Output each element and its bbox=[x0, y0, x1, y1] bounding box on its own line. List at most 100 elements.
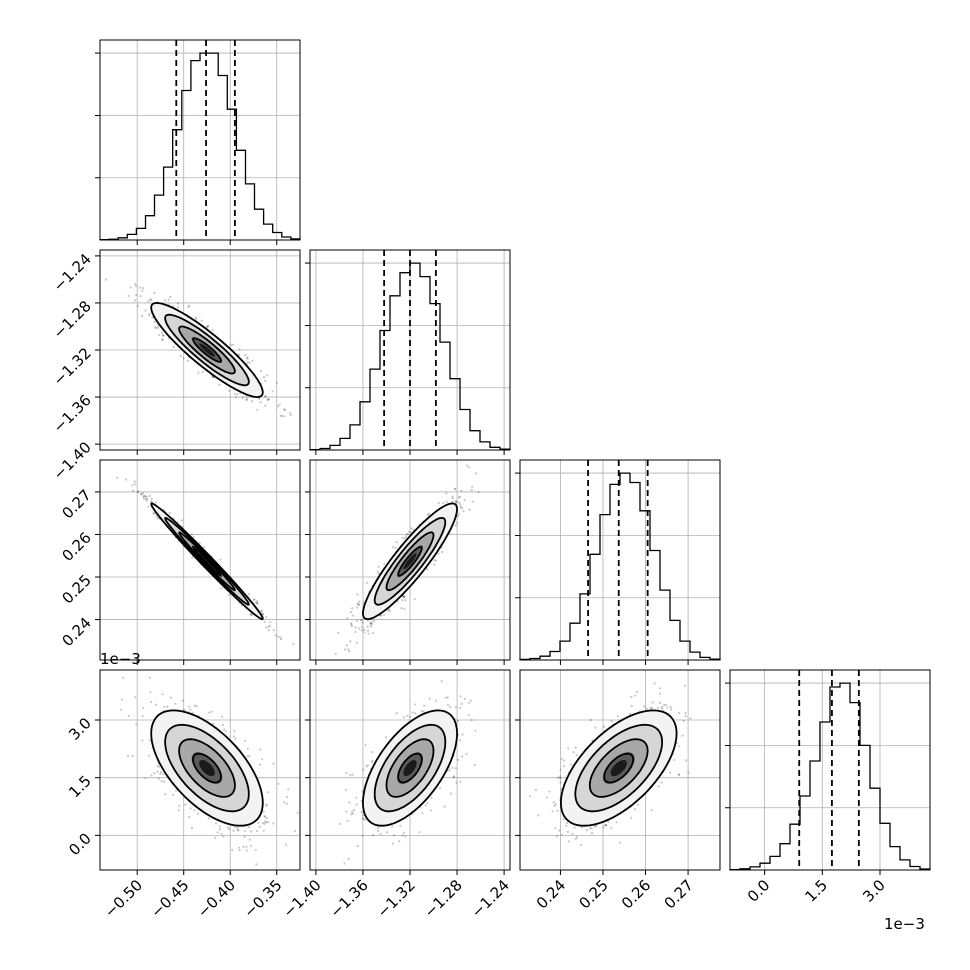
contour-line bbox=[150, 709, 264, 827]
scatter-point bbox=[347, 648, 350, 651]
scatter-point bbox=[284, 409, 287, 412]
scatter-point bbox=[398, 840, 401, 843]
x-tick-label: 0.26 bbox=[618, 876, 654, 912]
scatter-point bbox=[261, 758, 264, 761]
scatter-point bbox=[228, 389, 231, 392]
contour-line bbox=[397, 752, 423, 784]
scatter-point bbox=[567, 747, 570, 750]
scatter-point bbox=[169, 295, 172, 299]
scatter-point bbox=[394, 546, 397, 550]
scatter-point bbox=[148, 314, 151, 317]
scatter-point bbox=[459, 707, 462, 710]
scatter-point bbox=[141, 289, 144, 292]
scatter-point bbox=[460, 702, 463, 705]
scatter-point bbox=[231, 848, 234, 852]
histogram-line bbox=[99, 52, 301, 241]
scatter-point bbox=[260, 610, 263, 613]
scatter-point bbox=[142, 287, 145, 290]
scatter-point bbox=[559, 768, 562, 771]
density-shade bbox=[199, 343, 215, 357]
scatter-point bbox=[658, 701, 662, 705]
scatter-point bbox=[175, 789, 178, 792]
scatter-point bbox=[247, 360, 250, 363]
scatter-point bbox=[221, 715, 224, 718]
scatter-point bbox=[135, 723, 138, 726]
scatter-point bbox=[182, 357, 185, 360]
histogram-line bbox=[309, 262, 511, 451]
scatter-point bbox=[403, 537, 407, 540]
scatter-point bbox=[194, 316, 197, 319]
scatter-point bbox=[207, 817, 210, 820]
scatter-point bbox=[404, 835, 407, 838]
scatter-point bbox=[361, 618, 364, 622]
contour-line bbox=[191, 545, 222, 577]
scatter-point bbox=[149, 298, 152, 301]
scatter-point bbox=[267, 629, 270, 632]
scatter-point bbox=[219, 558, 222, 561]
scatter-point bbox=[131, 484, 134, 487]
scatter-point bbox=[403, 595, 406, 598]
scatter-point bbox=[402, 831, 405, 834]
scatter-point bbox=[267, 398, 270, 401]
scatter-point bbox=[360, 810, 363, 814]
scatter-point bbox=[560, 757, 564, 760]
scatter-point bbox=[345, 644, 348, 647]
density-shade bbox=[199, 553, 215, 570]
scatter-point bbox=[361, 790, 364, 793]
x-tick-label: −0.45 bbox=[147, 876, 192, 921]
scatter-point bbox=[208, 711, 211, 714]
scatter-point bbox=[684, 712, 687, 715]
scatter-point bbox=[352, 809, 356, 812]
scatter-point bbox=[234, 396, 238, 399]
scatter-point bbox=[567, 840, 571, 843]
scatter-point bbox=[363, 631, 366, 634]
scatter-point bbox=[361, 817, 364, 820]
scatter-point bbox=[237, 829, 240, 832]
scatter-point bbox=[637, 803, 640, 806]
scatter-point bbox=[351, 607, 354, 610]
scatter-point bbox=[189, 708, 192, 711]
scatter-point bbox=[251, 359, 254, 362]
scatter-point bbox=[134, 696, 137, 699]
scatter-point bbox=[248, 755, 251, 758]
scatter-point bbox=[444, 696, 447, 700]
contour-line bbox=[164, 517, 250, 606]
scatter-point bbox=[233, 392, 236, 395]
scatter-point bbox=[346, 819, 349, 823]
scatter-point bbox=[562, 818, 565, 821]
y-tick-label: 0.27 bbox=[58, 486, 94, 522]
scatter-point bbox=[263, 395, 267, 398]
x-tick-label: −1.28 bbox=[421, 876, 466, 921]
scatter-point bbox=[412, 528, 415, 531]
scatter-point bbox=[430, 796, 433, 799]
panel-frame bbox=[99, 39, 301, 241]
scatter-point bbox=[218, 825, 221, 828]
scatter-point bbox=[236, 826, 239, 830]
scatter-point bbox=[459, 495, 462, 498]
scatter-point bbox=[266, 817, 269, 820]
scatter-point bbox=[187, 305, 190, 308]
scatter-point bbox=[489, 454, 491, 456]
scatter-point bbox=[358, 603, 361, 607]
scatter-point bbox=[369, 623, 372, 626]
scatter-point bbox=[573, 826, 576, 829]
scatter-point bbox=[410, 527, 413, 530]
scatter-point bbox=[158, 765, 161, 768]
scatter-point bbox=[376, 570, 379, 573]
scatter-point bbox=[135, 293, 138, 296]
x-tick-label: 1.5 bbox=[802, 876, 832, 906]
scatter-point bbox=[666, 706, 669, 709]
scatter-point bbox=[372, 834, 375, 837]
scatter-point bbox=[356, 606, 359, 609]
scatter-point bbox=[590, 831, 594, 835]
scatter-point bbox=[127, 714, 130, 718]
contour-line bbox=[574, 723, 664, 813]
scatter-point bbox=[131, 489, 135, 492]
scatter-point bbox=[649, 707, 652, 710]
scatter-point bbox=[121, 698, 124, 701]
scatter-point bbox=[388, 608, 391, 611]
scatter-point bbox=[258, 397, 261, 400]
scatter-point bbox=[455, 781, 458, 784]
scatter-point bbox=[687, 771, 690, 774]
